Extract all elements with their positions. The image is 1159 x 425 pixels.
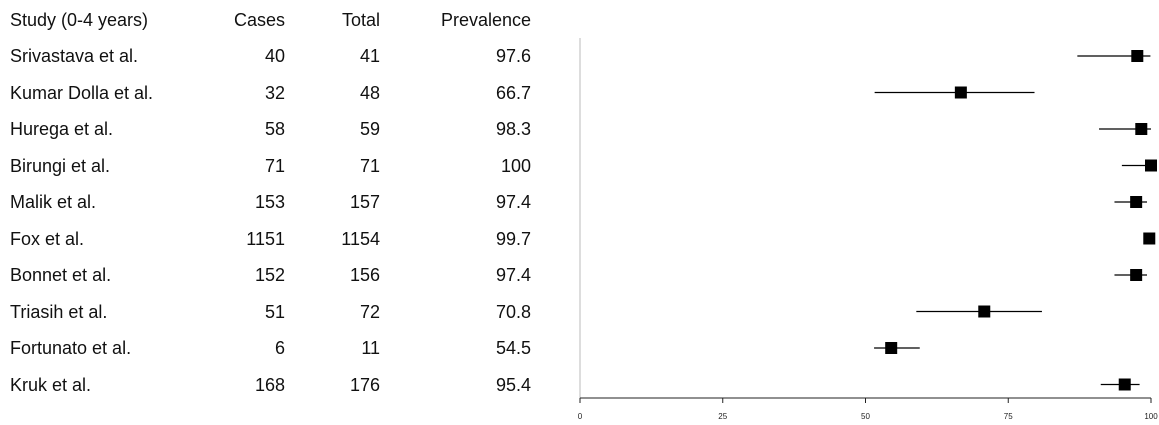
study-name: Kruk et al. <box>10 375 92 395</box>
point-estimate <box>1143 232 1156 245</box>
point-estimate <box>1145 159 1157 172</box>
study-name: Fox et al. <box>10 229 85 249</box>
total-value: 156 <box>349 265 380 285</box>
prevalence-value: 97.4 <box>495 192 531 212</box>
prevalence-value: 97.4 <box>495 265 531 285</box>
point-estimate <box>1130 269 1143 281</box>
cases-value: 40 <box>264 46 285 66</box>
prevalence-value: 99.7 <box>495 229 531 249</box>
study-name: Triasih et al. <box>10 302 108 322</box>
study-name: Malik et al. <box>10 192 97 212</box>
prevalence-value: 54.5 <box>495 338 531 358</box>
cases-value: 6 <box>274 338 285 358</box>
study-name: Bonnet et al. <box>10 265 112 285</box>
prevalence-value: 70.8 <box>495 302 531 322</box>
study-name: Fortunato et al. <box>10 338 132 358</box>
study-name: Hurega et al. <box>10 119 114 139</box>
prevalence-value: 100 <box>500 156 531 176</box>
x-tick-label: 25 <box>718 412 727 421</box>
study-name: Birungi et al. <box>10 156 111 176</box>
prevalence-value: 66.7 <box>495 83 531 103</box>
prevalence-value: 97.6 <box>495 46 531 66</box>
x-tick-label: 0 <box>578 412 583 421</box>
total-value: 176 <box>349 375 380 395</box>
cases-value: 153 <box>254 192 285 212</box>
point-estimate <box>885 342 898 354</box>
cases-value: 51 <box>264 302 285 322</box>
total-value: 1154 <box>341 229 380 249</box>
cases-value: 32 <box>264 83 285 103</box>
point-estimate <box>954 86 967 99</box>
total-value: 41 <box>359 46 380 66</box>
point-estimate <box>1118 378 1131 391</box>
cases-value: 168 <box>254 375 285 395</box>
total-value: 11 <box>361 338 380 358</box>
cases-value: 152 <box>254 265 285 285</box>
total-value: 48 <box>359 83 380 103</box>
point-estimate <box>1130 196 1143 208</box>
study-name: Srivastava et al. <box>10 46 139 66</box>
total-value: 157 <box>349 192 380 212</box>
study-table: Study (0-4 years) Cases Total Prevalence… <box>0 0 560 425</box>
cases-value: 1151 <box>246 229 285 249</box>
header-prevalence: Prevalence <box>440 10 531 30</box>
x-tick-label: 75 <box>1004 412 1013 421</box>
x-tick-label: 100 <box>1144 412 1158 421</box>
cases-value: 58 <box>264 119 285 139</box>
study-name: Kumar Dolla et al. <box>10 83 154 103</box>
prevalence-value: 95.4 <box>495 375 531 395</box>
total-value: 72 <box>359 302 380 322</box>
total-value: 59 <box>359 119 380 139</box>
cases-value: 71 <box>264 156 285 176</box>
point-estimate <box>1135 123 1148 135</box>
prevalence-value: 98.3 <box>495 119 531 139</box>
header-study: Study (0-4 years) <box>10 10 149 30</box>
x-tick-label: 50 <box>861 412 870 421</box>
header-total: Total <box>341 10 380 30</box>
point-estimate <box>978 305 991 318</box>
total-value: 71 <box>359 156 380 176</box>
point-estimate <box>1131 50 1144 62</box>
header-cases: Cases <box>233 10 285 30</box>
